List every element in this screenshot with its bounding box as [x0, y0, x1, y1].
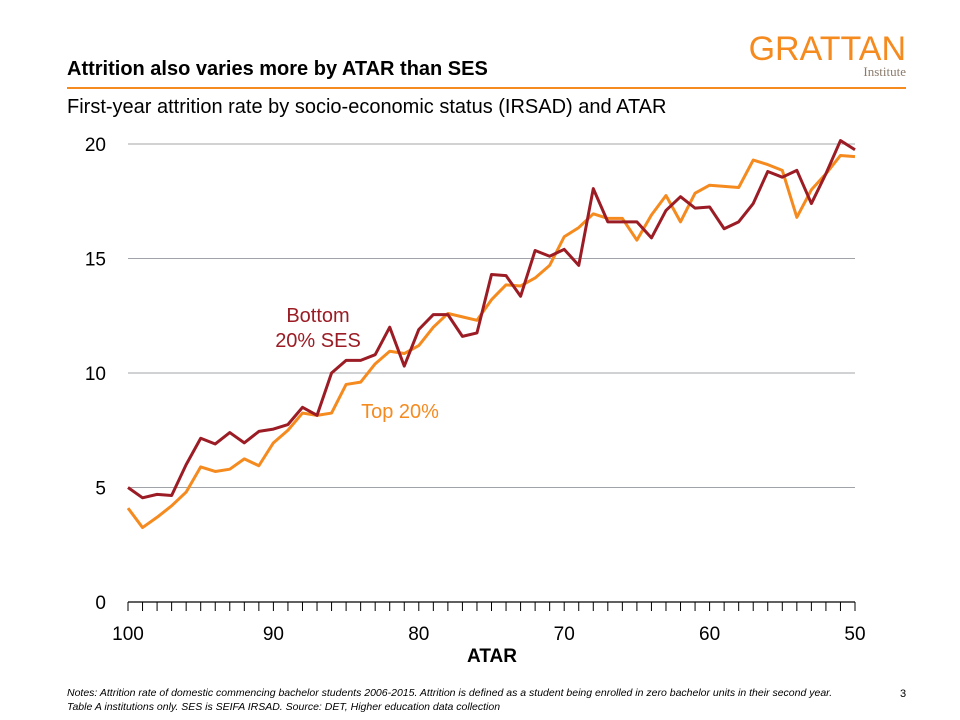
x-tick-label: 80: [408, 624, 429, 645]
series-label: Top 20%: [361, 401, 439, 423]
notes: Notes: Attrition rate of domestic commen…: [67, 687, 833, 713]
x-axis-label: ATAR: [467, 646, 517, 667]
y-tick-label: 10: [85, 364, 106, 385]
grattan-logo: GRATTAN Institute: [749, 32, 906, 80]
x-tick-label: 50: [844, 624, 865, 645]
y-tick-label: 5: [95, 479, 106, 500]
y-tick-label: 20: [85, 135, 106, 156]
x-tick-label: 60: [699, 624, 720, 645]
x-tick-label: 90: [263, 624, 284, 645]
series-label: Bottom: [286, 305, 349, 327]
logo-sub: Institute: [863, 64, 906, 79]
series-label: 20% SES: [275, 330, 361, 352]
series-line-bottom-20-ses: [127, 139, 856, 500]
title-divider: [67, 87, 906, 89]
y-tick-label: 15: [85, 250, 106, 271]
page-number: 3: [900, 688, 907, 700]
chart-subtitle: First-year attrition rate by socio-econo…: [67, 96, 667, 118]
series-line-top-20: [126, 153, 856, 530]
y-tick-label: 0: [95, 593, 106, 614]
logo-name: GRATTAN: [748, 30, 906, 68]
slide-title: Attrition also varies more by ATAR than …: [67, 58, 488, 80]
x-tick-label: 100: [112, 624, 144, 645]
x-tick-label: 70: [554, 624, 575, 645]
